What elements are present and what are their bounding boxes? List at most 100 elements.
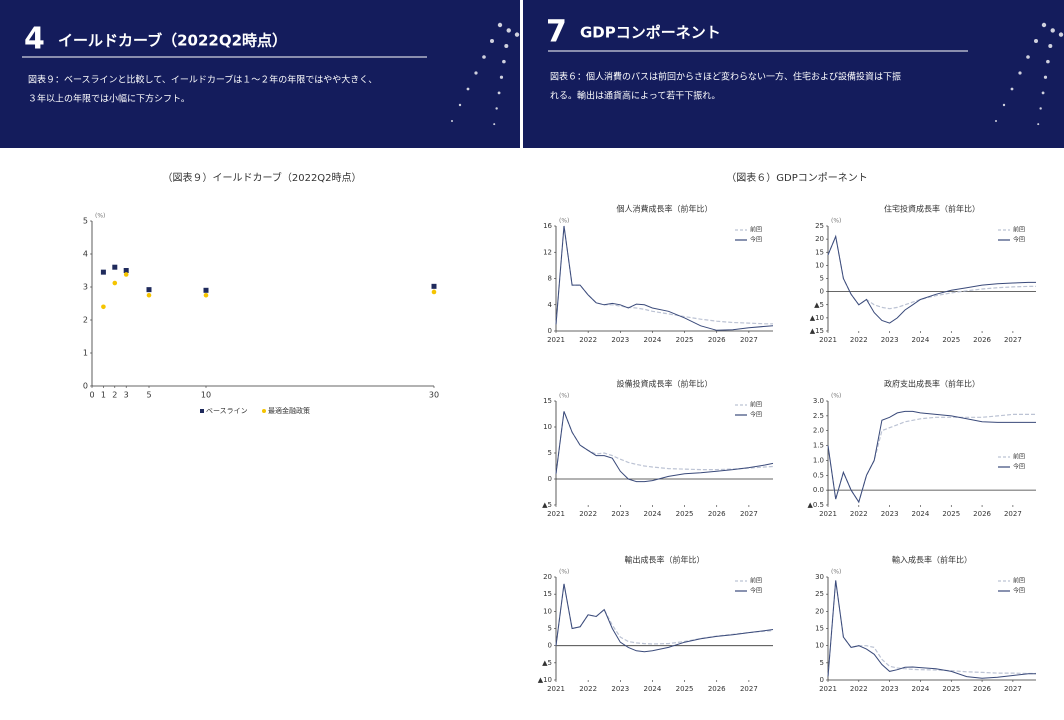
legend-label: 前回 bbox=[750, 226, 762, 234]
x-tick-label: 1 bbox=[101, 391, 106, 400]
legend-label: 前回 bbox=[1013, 226, 1025, 234]
y-tick-label: 12 bbox=[543, 248, 552, 256]
header-band bbox=[0, 0, 520, 148]
y-tick-label: ▲5 bbox=[814, 301, 824, 309]
y-tick-label: ▲15 bbox=[810, 327, 824, 335]
chart-title: 住宅投資成長率（前年比） bbox=[884, 204, 980, 214]
decor-dot bbox=[1041, 91, 1045, 95]
legend-swatch bbox=[200, 409, 204, 413]
x-tick-label: 2025 bbox=[942, 336, 960, 344]
point bbox=[101, 304, 106, 310]
unit-label: (%) bbox=[831, 393, 841, 400]
decor-dot bbox=[502, 59, 506, 64]
x-tick-label: 3 bbox=[124, 391, 129, 400]
decor-dot bbox=[466, 87, 470, 91]
series-line bbox=[827, 410, 1036, 504]
y-tick-label: 10 bbox=[543, 423, 552, 431]
x-tick-label: 2025 bbox=[676, 510, 694, 518]
series-line bbox=[555, 411, 774, 483]
x-tick-label: 2023 bbox=[881, 336, 899, 344]
x-tick-label: 2026 bbox=[973, 336, 991, 344]
decor-dot bbox=[482, 55, 486, 59]
y-tick-label: 5 bbox=[548, 625, 552, 633]
y-tick-label: 0 bbox=[548, 642, 552, 650]
series-line bbox=[827, 234, 1036, 310]
series-line bbox=[827, 234, 1036, 324]
description: 図表９：ベースラインと比較して、イールドカーブは１～２年の年限ではやや大きく、 bbox=[28, 74, 377, 86]
y-tick-label: 3.0 bbox=[813, 397, 824, 405]
x-tick-label: 2024 bbox=[912, 336, 930, 344]
x-tick-label: 2021 bbox=[547, 336, 565, 344]
x-tick-label: 2027 bbox=[740, 336, 758, 344]
x-tick-label: 2027 bbox=[740, 510, 758, 518]
decor-dot bbox=[1034, 39, 1038, 43]
chart-title: 輸入成長率（前年比） bbox=[892, 555, 972, 565]
slide-title: イールドカーブ（2022Q2時点） bbox=[58, 32, 287, 50]
decor-dot bbox=[1018, 71, 1022, 75]
legend-label: 今回 bbox=[750, 236, 762, 244]
y-tick-label: ▲5 bbox=[542, 659, 552, 667]
x-tick-label: 2024 bbox=[912, 685, 930, 693]
legend-label: 前回 bbox=[750, 577, 762, 585]
x-tick-label: 2027 bbox=[1004, 336, 1022, 344]
x-tick-label: 2026 bbox=[708, 510, 726, 518]
series-line bbox=[827, 580, 1036, 677]
y-tick-label: 2.5 bbox=[813, 412, 824, 420]
series-line bbox=[555, 225, 773, 325]
y-tick-label: 15 bbox=[543, 590, 552, 598]
y-tick-label: 25 bbox=[815, 590, 824, 598]
decor-dot bbox=[1043, 75, 1048, 79]
legend-label: 今回 bbox=[750, 411, 762, 419]
x-tick-label: 2026 bbox=[708, 336, 726, 344]
y-tick-label: 5 bbox=[83, 217, 88, 226]
legend-label: 今回 bbox=[750, 587, 762, 595]
chart-title: 輸出成長率（前年比） bbox=[625, 555, 705, 565]
x-tick-label: 2024 bbox=[644, 510, 662, 518]
decor-dot bbox=[497, 91, 501, 95]
decor-dot bbox=[1050, 28, 1055, 33]
y-tick-label: 1.5 bbox=[813, 442, 824, 450]
legend-label: 前回 bbox=[1013, 453, 1025, 461]
legend-label: 今回 bbox=[1013, 236, 1025, 244]
x-tick-label: 2022 bbox=[850, 510, 868, 518]
point bbox=[146, 292, 152, 298]
x-tick-label: 10 bbox=[201, 391, 211, 400]
x-tick-label: 2025 bbox=[942, 510, 960, 518]
x-tick-label: 2 bbox=[112, 391, 117, 400]
unit-label: (%) bbox=[831, 569, 841, 576]
unit-label: (%) bbox=[559, 218, 569, 225]
y-tick-label: 10 bbox=[815, 642, 824, 650]
series-line bbox=[827, 580, 1036, 679]
legend-label: 前回 bbox=[1013, 577, 1025, 585]
y-tick-label: ▲10 bbox=[810, 314, 824, 322]
y-tick-label: 30 bbox=[815, 573, 824, 581]
decor-dot bbox=[458, 103, 462, 107]
y-tick-label: 1 bbox=[83, 349, 88, 358]
x-tick-label: 2022 bbox=[579, 685, 597, 693]
x-tick-label: 2026 bbox=[973, 685, 991, 693]
y-tick-label: 10 bbox=[815, 261, 824, 269]
figure-title: （図表６）GDPコンポーネント bbox=[726, 171, 867, 184]
chart-title: 設備投資成長率（前年比） bbox=[617, 379, 713, 389]
point bbox=[431, 289, 437, 295]
x-tick-label: 2023 bbox=[611, 336, 629, 344]
x-tick-label: 2025 bbox=[942, 685, 960, 693]
x-tick-label: 2021 bbox=[547, 510, 565, 518]
y-tick-label: 0 bbox=[548, 327, 552, 335]
y-tick-label: 15 bbox=[543, 397, 552, 405]
y-tick-label: 3 bbox=[83, 283, 88, 292]
y-tick-label: 20 bbox=[815, 607, 824, 615]
point bbox=[112, 280, 118, 286]
x-tick-label: 2021 bbox=[819, 510, 837, 518]
y-tick-label: 5 bbox=[548, 449, 552, 457]
chart-title: 政府支出成長率（前年比） bbox=[884, 379, 980, 389]
decor-dot bbox=[995, 120, 997, 122]
slide-number: 7 bbox=[546, 15, 567, 50]
slide-number: 4 bbox=[24, 22, 45, 57]
x-tick-label: 2026 bbox=[973, 510, 991, 518]
x-tick-label: 2022 bbox=[850, 336, 868, 344]
x-tick-label: 2021 bbox=[819, 685, 837, 693]
x-tick-label: 2021 bbox=[819, 336, 837, 344]
legend-swatch bbox=[262, 409, 266, 413]
